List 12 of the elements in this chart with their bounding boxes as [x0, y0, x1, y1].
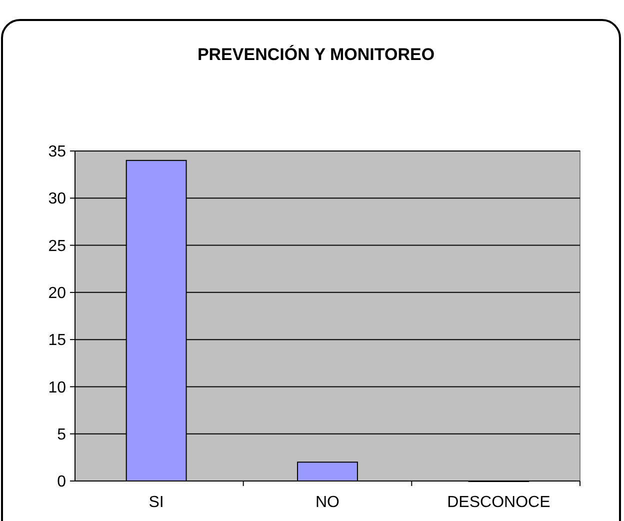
y-tick-label: 5 [57, 426, 66, 444]
y-tick-label: 0 [57, 474, 66, 491]
x-tick-label: DESCONOCE [447, 494, 550, 511]
x-tick-label: SI [148, 494, 164, 511]
y-tick-label: 35 [48, 144, 66, 161]
y-tick-label: 20 [48, 285, 66, 302]
y-tick-label: 10 [48, 379, 66, 396]
x-tick-label: NO [316, 494, 340, 511]
y-tick-label: 30 [48, 190, 66, 208]
y-tick-label: 25 [48, 238, 66, 255]
chart-title: PREVENCIÓN Y MONITOREO [197, 44, 435, 64]
y-tick-label: 15 [48, 332, 66, 350]
